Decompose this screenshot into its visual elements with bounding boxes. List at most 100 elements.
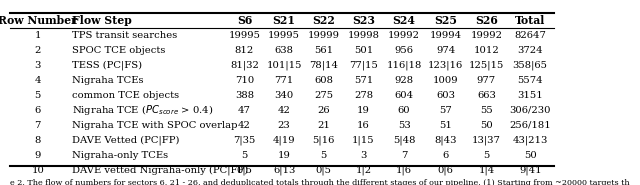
Text: 9|41: 9|41 [519, 165, 541, 175]
Text: 5|16: 5|16 [313, 135, 335, 145]
Text: 5: 5 [35, 91, 41, 100]
Text: 19992: 19992 [470, 31, 502, 40]
Text: 19999: 19999 [308, 31, 340, 40]
Text: 306/230: 306/230 [509, 106, 551, 115]
Text: 7: 7 [401, 151, 407, 160]
Text: S6: S6 [237, 15, 252, 26]
Text: S26: S26 [475, 15, 498, 26]
Text: 977: 977 [477, 76, 496, 85]
Text: 928: 928 [395, 76, 413, 85]
Text: 3: 3 [35, 61, 41, 70]
Text: 123|16: 123|16 [428, 61, 463, 70]
Text: 19995: 19995 [268, 31, 300, 40]
Text: 125|15: 125|15 [468, 61, 504, 70]
Text: 1|4: 1|4 [478, 165, 495, 175]
Text: Total: Total [515, 15, 545, 26]
Text: 78|14: 78|14 [309, 61, 339, 70]
Text: S22: S22 [312, 15, 335, 26]
Text: 561: 561 [314, 46, 333, 55]
Text: Nigraha TCEs: Nigraha TCEs [72, 76, 144, 85]
Text: 50: 50 [480, 121, 493, 130]
Text: TESS (PC|FS): TESS (PC|FS) [72, 60, 142, 70]
Text: 60: 60 [398, 106, 410, 115]
Text: 21: 21 [317, 121, 330, 130]
Text: 8|43: 8|43 [435, 135, 457, 145]
Text: 3: 3 [360, 151, 367, 160]
Text: 388: 388 [235, 91, 254, 100]
Text: 1|6: 1|6 [396, 165, 412, 175]
Text: 6: 6 [443, 151, 449, 160]
Text: 116|18: 116|18 [387, 61, 422, 70]
Text: 55: 55 [480, 106, 493, 115]
Text: SPOC TCE objects: SPOC TCE objects [72, 46, 166, 55]
Text: 10: 10 [31, 166, 44, 175]
Text: 4|19: 4|19 [273, 135, 296, 145]
Text: 1|15: 1|15 [352, 135, 375, 145]
Text: 275: 275 [314, 91, 333, 100]
Text: 81|32: 81|32 [230, 61, 259, 70]
Text: 0|6: 0|6 [438, 165, 454, 175]
Text: 3151: 3151 [517, 91, 543, 100]
Text: 6: 6 [35, 106, 41, 115]
Text: 358|65: 358|65 [513, 61, 548, 70]
Text: 1|2: 1|2 [355, 165, 372, 175]
Text: 57: 57 [440, 106, 452, 115]
Text: 2: 2 [35, 46, 41, 55]
Text: 42: 42 [278, 106, 291, 115]
Text: S23: S23 [352, 15, 375, 26]
Text: 7: 7 [35, 121, 41, 130]
Text: 42: 42 [238, 121, 251, 130]
Text: S24: S24 [393, 15, 415, 26]
Text: e 2. The flow of numbers for sectors 6, 21 - 26, and deduplicated totals through: e 2. The flow of numbers for sectors 6, … [10, 179, 629, 185]
Text: 5574: 5574 [517, 76, 543, 85]
Text: 0|5: 0|5 [237, 165, 253, 175]
Text: Nigraha TCE with SPOC overlap: Nigraha TCE with SPOC overlap [72, 121, 238, 130]
Text: 13|37: 13|37 [472, 135, 501, 145]
Text: 278: 278 [354, 91, 373, 100]
Text: 1: 1 [35, 31, 41, 40]
Text: DAVE vetted Nigraha-only (PC|FP): DAVE vetted Nigraha-only (PC|FP) [72, 165, 248, 175]
Text: Row Number: Row Number [0, 15, 77, 26]
Text: 19: 19 [357, 106, 370, 115]
Text: 5: 5 [321, 151, 327, 160]
Text: TPS transit searches: TPS transit searches [72, 31, 177, 40]
Text: 1009: 1009 [433, 76, 459, 85]
Text: 1012: 1012 [474, 46, 499, 55]
Text: 956: 956 [395, 46, 413, 55]
Text: 19998: 19998 [348, 31, 380, 40]
Text: 256/181: 256/181 [509, 121, 551, 130]
Text: 974: 974 [436, 46, 456, 55]
Text: S25: S25 [435, 15, 457, 26]
Text: 16: 16 [357, 121, 370, 130]
Text: 101|15: 101|15 [266, 61, 302, 70]
Text: 638: 638 [275, 46, 294, 55]
Text: 5: 5 [241, 151, 248, 160]
Text: 53: 53 [398, 121, 410, 130]
Text: 604: 604 [395, 91, 413, 100]
Text: 19992: 19992 [388, 31, 420, 40]
Text: Nigraha TCE ($\mathit{PC}_{\mathit{score}}$ > 0.4): Nigraha TCE ($\mathit{PC}_{\mathit{score… [72, 103, 214, 117]
Text: 43|213: 43|213 [513, 135, 548, 145]
Text: 5: 5 [483, 151, 490, 160]
Text: 82647: 82647 [515, 31, 546, 40]
Text: 340: 340 [275, 91, 294, 100]
Text: 50: 50 [524, 151, 536, 160]
Text: 26: 26 [317, 106, 330, 115]
Text: 7|35: 7|35 [234, 135, 255, 145]
Text: 19: 19 [278, 151, 291, 160]
Text: 19994: 19994 [429, 31, 462, 40]
Text: 47: 47 [238, 106, 251, 115]
Text: 9: 9 [35, 151, 41, 160]
Text: 8: 8 [35, 136, 41, 145]
Text: 5|48: 5|48 [393, 135, 415, 145]
Text: 3724: 3724 [517, 46, 543, 55]
Text: 608: 608 [314, 76, 333, 85]
Text: Flow Step: Flow Step [72, 15, 132, 26]
Text: 501: 501 [354, 46, 373, 55]
Text: 571: 571 [354, 76, 373, 85]
Text: 812: 812 [235, 46, 254, 55]
Text: S21: S21 [273, 15, 296, 26]
Text: 771: 771 [275, 76, 294, 85]
Text: 19995: 19995 [228, 31, 260, 40]
Text: common TCE objects: common TCE objects [72, 91, 179, 100]
